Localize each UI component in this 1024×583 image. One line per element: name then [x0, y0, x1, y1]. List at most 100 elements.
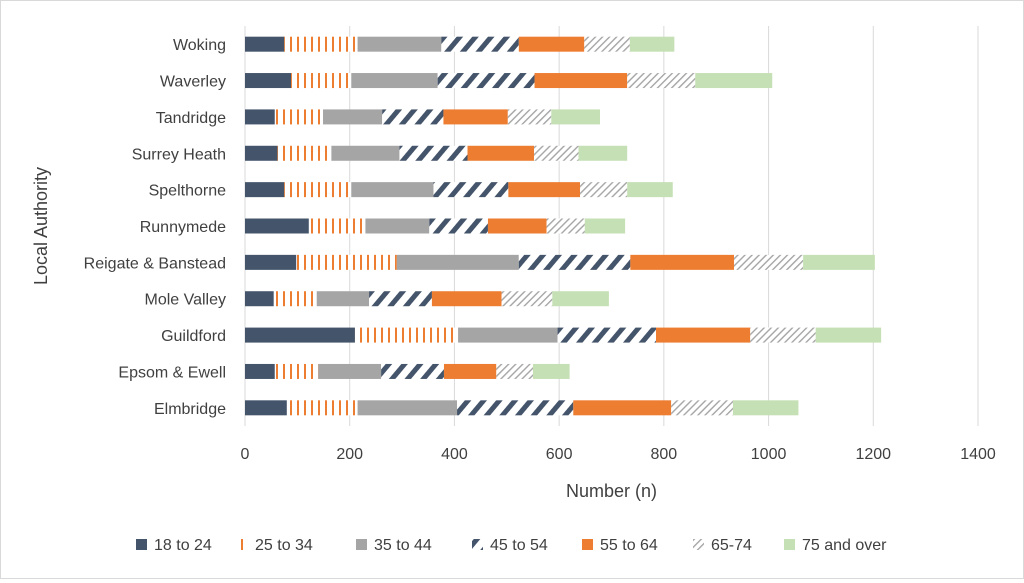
bar-segment-35-to-44-surrey-heath: [331, 145, 400, 161]
bar-segment-35-to-44-spelthorne: [351, 182, 434, 198]
bar-segment-25-to-34-guildford: [354, 327, 459, 343]
bar-segment-75-and-over-elmbridge: [732, 400, 799, 416]
legend-label-35-to-44: 35 to 44: [374, 537, 432, 554]
legend-label-75-and-over: 75 and over: [802, 537, 887, 554]
bar-segment-55-to-64-woking: [518, 36, 585, 52]
bar-segment-55-to-64-runnymede: [487, 218, 547, 234]
bar-segment-45-to-54-woking: [441, 36, 519, 52]
bar-segment-75-and-over-waverley: [695, 73, 773, 89]
category-label: Guildford: [161, 328, 226, 345]
category-label: Woking: [173, 37, 226, 54]
bar-segment-35-to-44-waverley: [351, 73, 438, 89]
bar-segment-18-to-24-epsom-and-ewell: [245, 363, 275, 379]
legend-label-55-to-64: 55 to 64: [600, 537, 658, 554]
category-label: Elmbridge: [154, 401, 226, 418]
x-tick-label: 200: [336, 446, 363, 463]
category-label: Spelthorne: [149, 183, 226, 200]
bar-segment-18-to-24-runnymede: [245, 218, 309, 234]
x-axis-title: Number (n): [566, 481, 657, 501]
bar-segment-45-to-54-guildford: [557, 327, 657, 343]
category-label: Waverley: [160, 74, 226, 91]
legend-swatch-65-74: [693, 539, 704, 550]
bar-segment-55-to-64-waverley: [534, 73, 628, 89]
legend-label-18-to-24: 18 to 24: [154, 537, 212, 554]
bar-segment-45-to-54-runnymede: [429, 218, 488, 234]
legend-label-45-to-54: 45 to 54: [490, 537, 548, 554]
legend: 18 to 24 25 to 34 35 to 44 45 to 54 55 to 64…: [136, 537, 887, 554]
bar-segment-18-to-24-reigate-and-banstead: [245, 254, 297, 270]
legend-swatch-45-to-54: [472, 539, 483, 550]
bar-segment-25-to-34-tandridge: [274, 109, 324, 125]
bar-segment-75-and-over-runnymede: [584, 218, 626, 234]
category-label: Tandridge: [156, 110, 226, 127]
bar-segment-55-to-64-spelthorne: [508, 182, 581, 198]
bar-segment-75-and-over-tandridge: [551, 109, 600, 125]
bar-segment-35-to-44-runnymede: [365, 218, 430, 234]
bar-segment-25-to-34-runnymede: [308, 218, 366, 234]
bar-segment-35-to-44-elmbridge: [357, 400, 458, 416]
bar-segment-45-to-54-reigate-and-banstead: [518, 254, 631, 270]
bar-segment-25-to-34-epsom-and-ewell: [274, 363, 319, 379]
x-tick-label: 0: [241, 446, 250, 463]
bar-segment-18-to-24-guildford: [245, 327, 355, 343]
bar-segment-25-to-34-woking: [284, 36, 358, 52]
bar-segment-25-to-34-elmbridge: [286, 400, 358, 416]
bar-segment-65-74-epsom-and-ewell: [496, 363, 533, 379]
bar-segment-75-and-over-spelthorne: [627, 182, 673, 198]
legend-swatch-75-and-over: [784, 539, 795, 550]
bar-segment-18-to-24-mole-valley: [245, 291, 274, 307]
y-axis-title: Local Authority: [31, 167, 51, 285]
bar-segment-65-74-elmbridge: [671, 400, 733, 416]
bars: [245, 36, 882, 416]
bar-segment-75-and-over-epsom-and-ewell: [532, 363, 570, 379]
bar-segment-65-74-reigate-and-banstead: [734, 254, 804, 270]
legend-swatch-35-to-44: [356, 539, 367, 550]
bar-segment-55-to-64-mole-valley: [431, 291, 502, 307]
x-tick-label: 400: [441, 446, 468, 463]
bar-segment-45-to-54-elmbridge: [457, 400, 574, 416]
legend-swatch-25-to-34: [237, 539, 248, 550]
bar-segment-55-to-64-epsom-and-ewell: [443, 363, 497, 379]
bar-segment-45-to-54-spelthorne: [433, 182, 509, 198]
bar-segment-35-to-44-guildford: [458, 327, 558, 343]
bar-segment-45-to-54-tandridge: [382, 109, 444, 125]
bar-segment-65-74-guildford: [750, 327, 816, 343]
legend-label-25-to-34: 25 to 34: [255, 537, 313, 554]
bar-segment-65-74-runnymede: [546, 218, 585, 234]
bar-segment-35-to-44-mole-valley: [316, 291, 370, 307]
bar-segment-25-to-34-spelthorne: [284, 182, 352, 198]
x-tick-label: 1400: [960, 446, 996, 463]
x-tick-label: 1200: [855, 446, 891, 463]
bar-segment-35-to-44-tandridge: [323, 109, 383, 125]
bar-segment-55-to-64-elmbridge: [573, 400, 672, 416]
x-tick-labels: 0 200 400 600 800 1000 1200 1400: [241, 446, 996, 463]
x-tick-label: 800: [651, 446, 678, 463]
legend-swatch-55-to-64: [582, 539, 593, 550]
bar-segment-18-to-24-waverley: [245, 73, 292, 89]
bar-segment-65-74-mole-valley: [501, 291, 553, 307]
bar-segment-35-to-44-reigate-and-banstead: [396, 254, 519, 270]
bar-segment-55-to-64-reigate-and-banstead: [630, 254, 735, 270]
category-label: Epsom & Ewell: [118, 364, 226, 381]
bar-segment-55-to-64-tandridge: [443, 109, 508, 125]
bar-segment-65-74-woking: [584, 36, 630, 52]
bar-segment-65-74-waverley: [627, 73, 696, 89]
bar-segment-65-74-tandridge: [507, 109, 552, 125]
bar-segment-45-to-54-waverley: [437, 73, 535, 89]
bar-segment-75-and-over-mole-valley: [552, 291, 609, 307]
bar-segment-45-to-54-surrey-heath: [399, 145, 468, 161]
bar-segment-55-to-64-guildford: [656, 327, 751, 343]
bar-segment-18-to-24-tandridge: [245, 109, 275, 125]
bar-segment-35-to-44-woking: [357, 36, 442, 52]
x-tick-label: 1000: [751, 446, 787, 463]
bar-segment-75-and-over-surrey-heath: [578, 145, 628, 161]
bar-segment-55-to-64-surrey-heath: [467, 145, 535, 161]
category-label: Mole Valley: [144, 292, 226, 309]
bar-segment-45-to-54-mole-valley: [369, 291, 432, 307]
x-tick-label: 600: [546, 446, 573, 463]
category-label: Reigate & Banstead: [84, 255, 226, 272]
legend-label-65-74: 65-74: [711, 537, 752, 554]
bar-segment-65-74-surrey-heath: [534, 145, 579, 161]
